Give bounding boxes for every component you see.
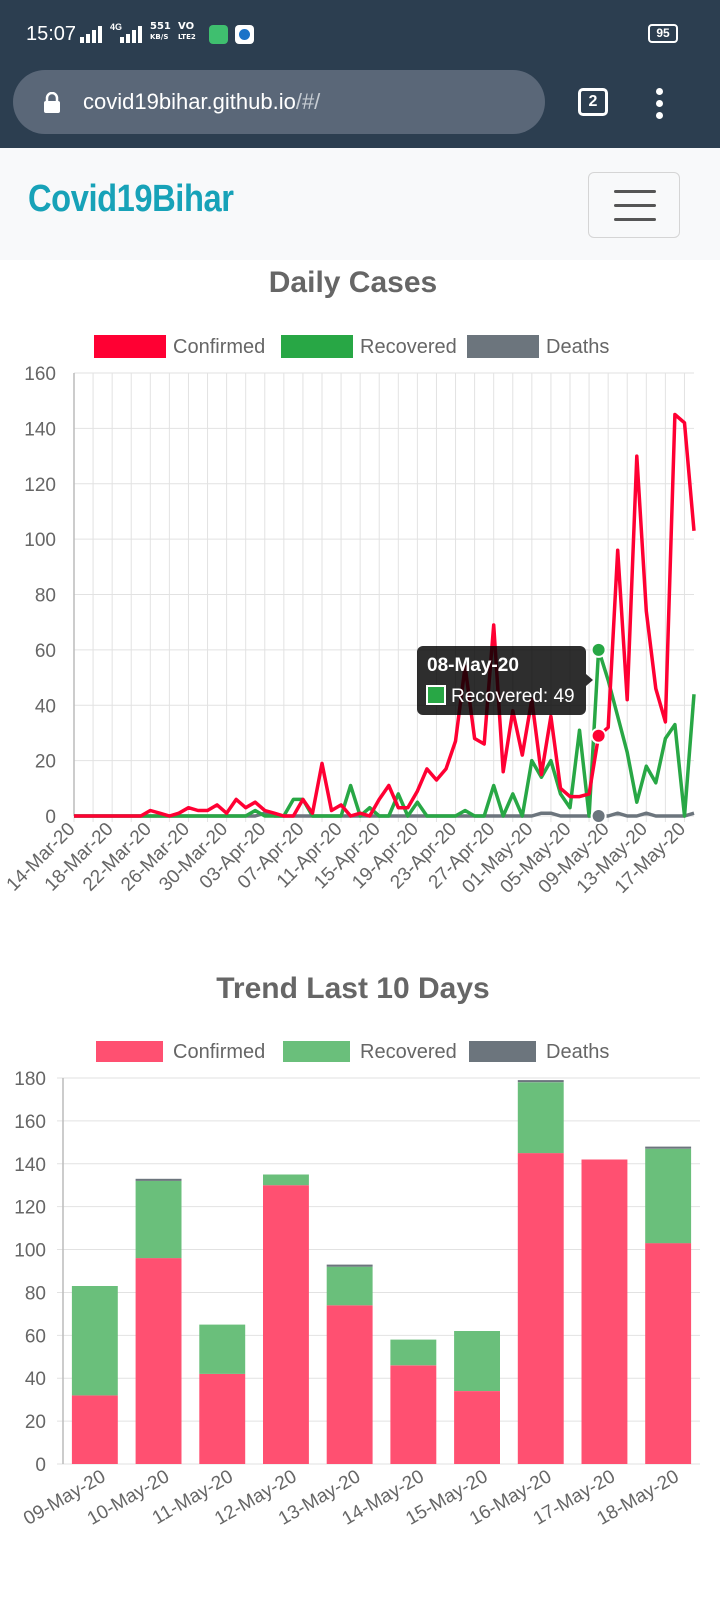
bar-deaths bbox=[135, 1178, 182, 1181]
hover-point-recovered bbox=[590, 641, 607, 658]
bar-confirmed bbox=[199, 1373, 246, 1464]
legend-swatch-confirmed bbox=[94, 335, 166, 358]
bar-recovered bbox=[390, 1339, 437, 1366]
status-time: 15:07 bbox=[26, 23, 77, 45]
lock-icon bbox=[44, 92, 60, 113]
hover-point-deaths bbox=[590, 808, 607, 824]
bar-recovered bbox=[326, 1266, 373, 1306]
y-tick-label: 40 bbox=[35, 696, 56, 717]
bar-recovered bbox=[71, 1286, 118, 1396]
browser-toolbar: covid19bihar.github.io/#/ 2 bbox=[0, 68, 720, 148]
y-tick-label: 160 bbox=[14, 1112, 46, 1133]
y-tick-label: 60 bbox=[25, 1326, 46, 1347]
bar-confirmed bbox=[326, 1305, 373, 1464]
y-tick-label: 20 bbox=[35, 752, 56, 773]
y-tick-label: 140 bbox=[14, 1155, 46, 1176]
bar-confirmed bbox=[581, 1159, 628, 1464]
series-line-confirmed bbox=[74, 412, 696, 818]
y-tick-label: 140 bbox=[24, 419, 56, 440]
tooltip-swatch bbox=[426, 685, 446, 705]
legend-swatch-deaths bbox=[467, 335, 539, 358]
bar-recovered bbox=[263, 1174, 309, 1186]
bar-confirmed bbox=[263, 1185, 309, 1464]
status-bar: 15:07 4G 551 KB/S VO LTE2 95 bbox=[0, 0, 720, 68]
y-tick-label: 20 bbox=[25, 1412, 46, 1433]
bar-deaths bbox=[517, 1080, 564, 1083]
tooltip-title: 08-May-20 bbox=[427, 655, 519, 676]
legend-label-recovered: Recovered bbox=[360, 1041, 457, 1063]
legend-label-deaths: Deaths bbox=[546, 1041, 609, 1063]
tooltip-caret bbox=[586, 674, 593, 686]
y-tick-label: 100 bbox=[24, 530, 56, 551]
edge-notification-icon bbox=[235, 25, 254, 44]
more-menu-icon[interactable] bbox=[650, 86, 670, 122]
tooltip-text: Recovered: 49 bbox=[451, 686, 575, 707]
bar-confirmed bbox=[454, 1391, 500, 1464]
battery-icon: 95 bbox=[648, 24, 678, 43]
y-tick-label: 120 bbox=[14, 1198, 46, 1219]
network-speed: 551 KB/S bbox=[150, 21, 171, 42]
tab-switcher-button[interactable]: 2 bbox=[578, 88, 608, 116]
daily-cases-chart: Daily Cases Confirmed Recovered Deaths 0 20 40… bbox=[3, 266, 696, 898]
signal-2-icon bbox=[120, 26, 142, 43]
legend-label-deaths: Deaths bbox=[546, 336, 609, 358]
menu-toggle-button[interactable] bbox=[588, 172, 680, 238]
y-tick-label: 40 bbox=[25, 1369, 46, 1390]
y-tick-label: 60 bbox=[35, 641, 56, 662]
bar-recovered bbox=[199, 1324, 246, 1374]
y-tick-label: 160 bbox=[24, 364, 56, 385]
legend-swatch-recovered bbox=[283, 1041, 350, 1062]
trend-last-10-days-chart: Trend Last 10 Days Confirmed Recovered Deat… bbox=[14, 972, 700, 1530]
bar-recovered bbox=[517, 1082, 564, 1154]
legend-label-confirmed: Confirmed bbox=[173, 336, 265, 358]
chart-title: Daily Cases bbox=[269, 266, 437, 299]
y-tick-label: 80 bbox=[25, 1283, 46, 1304]
brand-logo[interactable]: Covid19Bihar bbox=[28, 178, 234, 220]
bar-confirmed bbox=[645, 1243, 692, 1464]
app-notification-icon bbox=[209, 25, 228, 44]
bar-confirmed bbox=[135, 1258, 182, 1464]
tooltip-box bbox=[417, 646, 586, 715]
signal-icon bbox=[80, 26, 102, 43]
charts-area: Daily Cases Confirmed Recovered Deaths 0 20 40… bbox=[3, 266, 700, 1530]
bar-confirmed bbox=[390, 1365, 437, 1464]
legend-swatch-deaths bbox=[469, 1041, 536, 1062]
chart-title: Trend Last 10 Days bbox=[216, 972, 489, 1005]
bar-recovered bbox=[645, 1148, 692, 1244]
bar-deaths bbox=[326, 1264, 373, 1267]
y-tick-label: 180 bbox=[14, 1069, 46, 1090]
legend-label-recovered: Recovered bbox=[360, 336, 457, 358]
legend-swatch-recovered bbox=[281, 335, 353, 358]
bar-confirmed bbox=[71, 1395, 118, 1464]
y-tick-label: 80 bbox=[35, 586, 56, 607]
address-bar[interactable]: covid19bihar.github.io/#/ bbox=[13, 70, 545, 134]
volte-indicator: VO LTE2 bbox=[178, 21, 196, 42]
y-tick-label: 100 bbox=[14, 1241, 46, 1262]
hover-point-confirmed bbox=[590, 727, 607, 744]
legend-label-confirmed: Confirmed bbox=[173, 1041, 265, 1063]
legend-swatch-confirmed bbox=[96, 1041, 163, 1062]
bar-confirmed bbox=[517, 1153, 564, 1464]
y-tick-label: 0 bbox=[45, 807, 56, 828]
bar-recovered bbox=[454, 1331, 500, 1391]
bar-recovered bbox=[135, 1180, 182, 1259]
url-text: covid19bihar.github.io/#/ bbox=[83, 89, 321, 114]
network-type: 4G bbox=[110, 22, 123, 32]
site-navbar: Covid19Bihar bbox=[0, 148, 720, 260]
bar-deaths bbox=[645, 1146, 692, 1149]
y-tick-label: 120 bbox=[24, 475, 56, 496]
y-tick-label: 0 bbox=[35, 1455, 46, 1476]
